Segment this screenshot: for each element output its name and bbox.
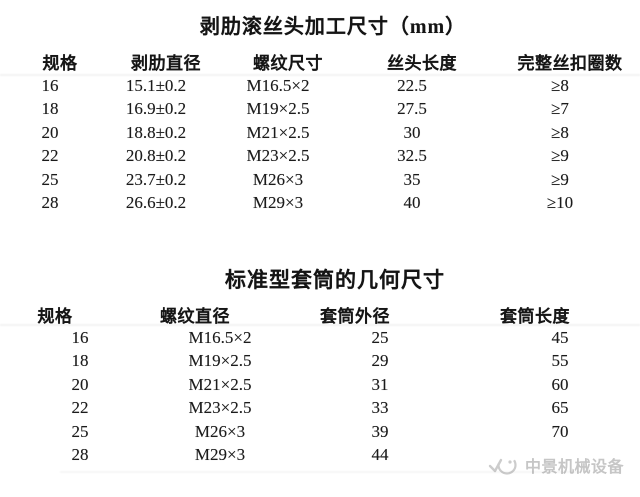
- cell-spec: 28: [71, 445, 89, 465]
- cell-head-length: 32.5: [397, 146, 427, 166]
- cell-sleeve-outer-diameter: 39: [371, 421, 389, 441]
- table1: 规格 剥肋直径 螺纹尺寸 丝头长度 完整丝扣圈数 16 15.1±0.2 M16…: [0, 48, 640, 215]
- cell-full-turns: ≥7: [551, 99, 569, 119]
- table-row: 25 M26×3 39 70: [0, 420, 640, 444]
- watermark-logo-icon: [488, 455, 517, 475]
- cell-head-length: 35: [403, 169, 421, 189]
- cell-spec: 28: [41, 193, 59, 213]
- cell-full-turns: ≥10: [546, 193, 574, 213]
- table-row: 22 M23×2.5 33 65: [0, 397, 640, 421]
- cell-spec: 16: [71, 327, 89, 347]
- cell-thread-diameter: M26×3: [194, 421, 246, 441]
- table-row: 25 23.7±0.2 M26×3 35 ≥9: [0, 168, 640, 192]
- cell-sleeve-outer-diameter: 44: [371, 445, 389, 465]
- cell-full-turns: ≥8: [551, 122, 569, 142]
- table-row: 20 M21×2.5 31 60: [0, 373, 640, 397]
- cell-spec: 25: [41, 169, 59, 189]
- table1-header-spec: 规格: [42, 53, 78, 73]
- table-row: 16 15.1±0.2 M16.5×2 22.5 ≥8: [0, 74, 640, 98]
- cell-rib-diameter: 26.6±0.2: [125, 193, 187, 213]
- table-row: 28 M29×3 44: [0, 444, 640, 468]
- scan-artifact: [0, 324, 640, 326]
- cell-rib-diameter: 18.8±0.2: [125, 122, 187, 142]
- scan-artifact: [0, 74, 640, 76]
- cell-head-length: 30: [403, 122, 421, 142]
- cell-head-length: 22.5: [397, 75, 427, 95]
- cell-sleeve-outer-diameter: 29: [371, 351, 389, 371]
- cell-thread-size: M23×2.5: [246, 146, 310, 166]
- cell-thread-diameter: M21×2.5: [188, 374, 252, 394]
- table-row: 16 M16.5×2 25 45: [0, 326, 640, 350]
- cell-full-turns: ≥9: [551, 146, 569, 166]
- cell-thread-size: M16.5×2: [246, 75, 310, 95]
- table1-header-full-turns: 完整丝扣圈数: [517, 53, 623, 73]
- table1-header-head-length: 丝头长度: [387, 53, 457, 73]
- table2-header-sleeve-outer-diameter: 套筒外径: [320, 307, 390, 326]
- cell-spec: 22: [71, 398, 89, 418]
- table2: 规格 螺纹直径 套筒外径 套筒长度 16 M16.5×2 25 45 18 M1…: [0, 302, 640, 467]
- table-row: 18 M19×2.5 29 55: [0, 350, 640, 374]
- scan-artifact: [60, 471, 580, 473]
- cell-spec: 18: [71, 351, 89, 371]
- table2-title: 标准型套筒的几何尺寸: [225, 268, 445, 292]
- table2-header-row: 规格 螺纹直径 套筒外径 套筒长度: [0, 302, 640, 326]
- cell-sleeve-outer-diameter: 31: [371, 374, 389, 394]
- cell-head-length: 27.5: [397, 99, 427, 119]
- cell-sleeve-length: 60: [551, 374, 569, 394]
- table-row: 20 18.8±0.2 M21×2.5 30 ≥8: [0, 121, 640, 145]
- cell-thread-diameter: M29×3: [194, 445, 246, 465]
- cell-thread-size: M26×3: [252, 169, 304, 189]
- cell-rib-diameter: 20.8±0.2: [125, 146, 187, 166]
- cell-sleeve-length: 55: [551, 351, 569, 371]
- table-row: 28 26.6±0.2 M29×3 40 ≥10: [0, 192, 640, 216]
- cell-spec: 20: [41, 122, 59, 142]
- cell-head-length: 40: [403, 193, 421, 213]
- cell-thread-diameter: M23×2.5: [188, 398, 252, 418]
- cell-sleeve-length: 70: [551, 421, 569, 441]
- table-row: 18 16.9±0.2 M19×2.5 27.5 ≥7: [0, 98, 640, 122]
- cell-spec: 18: [41, 99, 59, 119]
- watermark-text: 中景机械设备: [525, 459, 625, 476]
- table1-title: 剥肋滚丝头加工尺寸（mm）: [199, 16, 467, 38]
- table-row: 22 20.8±0.2 M23×2.5 32.5 ≥9: [0, 145, 640, 169]
- cell-sleeve-length: 45: [551, 327, 569, 347]
- cell-full-turns: ≥9: [551, 169, 569, 189]
- cell-thread-diameter: M16.5×2: [188, 327, 252, 347]
- cell-full-turns: ≥8: [551, 75, 569, 95]
- watermark: 中景机械设备: [488, 452, 624, 478]
- table2-header-sleeve-length: 套筒长度: [500, 307, 570, 326]
- cell-rib-diameter: 15.1±0.2: [125, 75, 187, 95]
- cell-sleeve-length: 65: [551, 398, 569, 418]
- table1-header-row: 规格 剥肋直径 螺纹尺寸 丝头长度 完整丝扣圈数: [0, 48, 640, 74]
- cell-thread-diameter: M19×2.5: [188, 351, 252, 371]
- cell-thread-size: M19×2.5: [246, 99, 310, 119]
- table2-header-thread-diameter: 螺纹直径: [160, 307, 230, 326]
- table2-header-spec: 规格: [37, 307, 73, 326]
- cell-spec: 16: [41, 75, 59, 95]
- table1-header-rib-diameter: 剥肋直径: [131, 53, 201, 73]
- cell-sleeve-outer-diameter: 33: [371, 398, 389, 418]
- cell-thread-size: M29×3: [252, 193, 304, 213]
- cell-rib-diameter: 23.7±0.2: [125, 169, 187, 189]
- cell-sleeve-outer-diameter: 25: [371, 327, 389, 347]
- cell-rib-diameter: 16.9±0.2: [125, 99, 187, 119]
- cell-spec: 20: [71, 374, 89, 394]
- cell-spec: 25: [71, 421, 89, 441]
- cell-thread-size: M21×2.5: [246, 122, 310, 142]
- cell-spec: 22: [41, 146, 59, 166]
- table1-header-thread-size: 螺纹尺寸: [253, 53, 323, 73]
